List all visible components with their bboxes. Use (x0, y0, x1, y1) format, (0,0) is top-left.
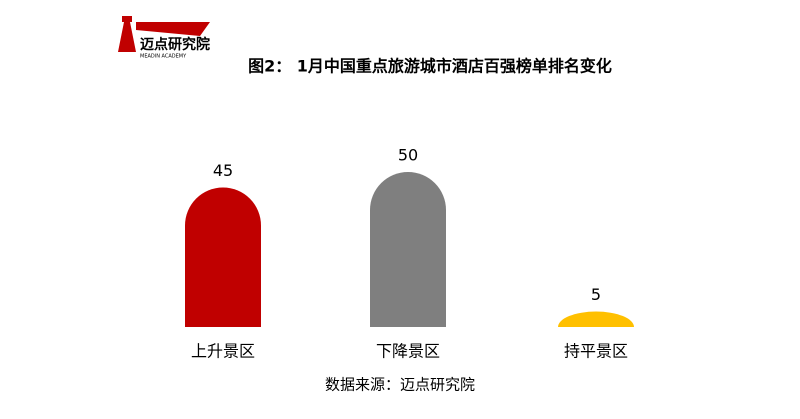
logo-tower (118, 22, 136, 52)
source: 数据来源：迈点研究院 (325, 376, 475, 394)
logo-top (122, 16, 132, 22)
x-tick-label: 上升景区 (191, 342, 255, 361)
logo-beam (136, 22, 210, 36)
x-tick-label: 下降景区 (376, 342, 440, 361)
logo: 迈点研究院 MEADIN ACADEMY (118, 16, 210, 60)
x-tick-label: 持平景区 (564, 342, 628, 361)
chart-title: 图2： 1月中国重点旅游城市酒店百强榜单排名变化 (248, 57, 612, 76)
value-label: 5 (591, 285, 601, 304)
value-label: 45 (213, 161, 233, 180)
bar (370, 172, 446, 327)
logo-subtext: MEADIN ACADEMY (140, 54, 187, 60)
value-label: 50 (398, 146, 418, 165)
bar (185, 187, 261, 327)
bar (558, 311, 634, 327)
logo-text: 迈点研究院 (140, 36, 210, 53)
